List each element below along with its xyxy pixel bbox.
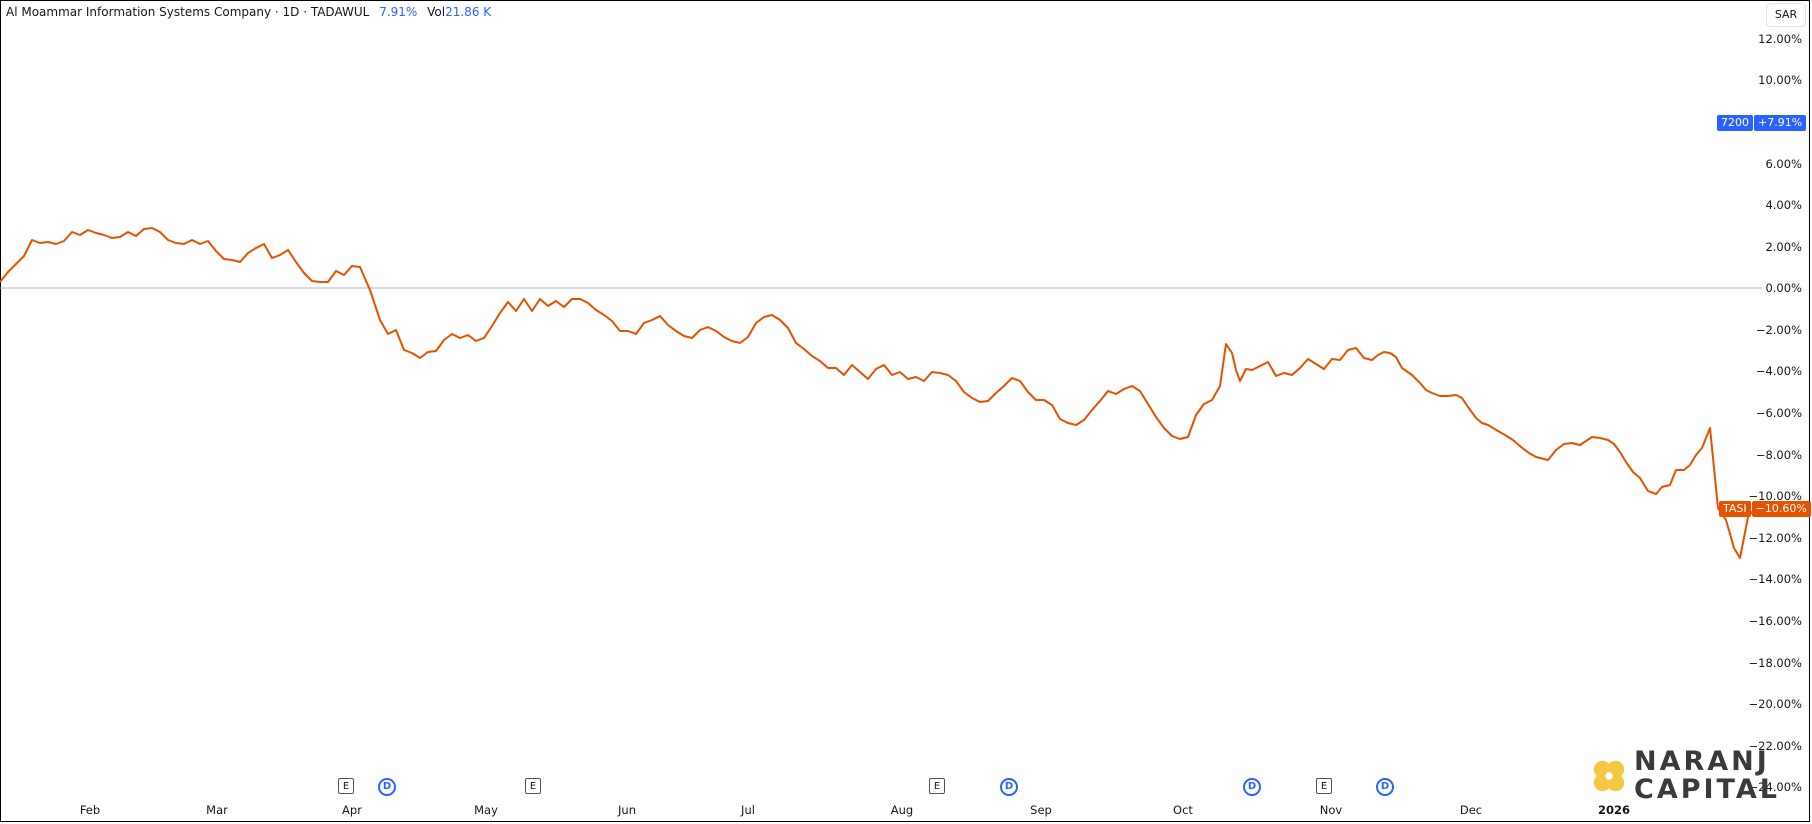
earnings-marker[interactable]: E <box>929 778 945 794</box>
dividend-marker[interactable]: D <box>1000 778 1018 796</box>
dividend-marker[interactable]: D <box>378 778 396 796</box>
x-tick: Apr <box>342 803 362 817</box>
naranj-capital-logo: NARANJ CAPITAL <box>1590 748 1780 804</box>
x-tick: Feb <box>79 803 101 817</box>
y-tick: −14.00% <box>1748 572 1803 586</box>
volume-value: 21.86 K <box>445 5 492 19</box>
y-tick: −8.00% <box>1755 448 1802 462</box>
y-tick: 6.00% <box>1765 157 1802 171</box>
y-tick: −4.00% <box>1755 364 1802 378</box>
y-tick: −12.00% <box>1748 531 1803 545</box>
index-change: −10.60% <box>1751 501 1811 517</box>
tasi-line <box>0 227 1759 559</box>
y-tick: 12.00% <box>1758 32 1802 46</box>
earnings-marker[interactable]: E <box>338 778 354 794</box>
x-tick: Sep <box>1030 803 1052 817</box>
chart-legend: Al Moammar Information Systems Company ·… <box>6 5 491 19</box>
y-tick: −6.00% <box>1755 406 1802 420</box>
dividend-marker[interactable]: D <box>1376 778 1394 796</box>
y-tick: −20.00% <box>1748 697 1803 711</box>
currency-button[interactable]: SAR <box>1766 3 1806 27</box>
y-tick: −22.00% <box>1748 739 1803 753</box>
index-price-tag: TASI −10.60% <box>1719 501 1811 517</box>
x-tick: Mar <box>206 803 228 817</box>
stock-symbol: 7200 <box>1717 115 1753 131</box>
dividend-marker[interactable]: D <box>1243 778 1261 796</box>
y-tick: −24.00% <box>1748 780 1803 794</box>
y-tick: 2.00% <box>1765 240 1802 254</box>
y-tick: −10.00% <box>1748 489 1803 503</box>
y-tick: −2.00% <box>1755 323 1802 337</box>
logo-line-1: NARANJ <box>1634 746 1770 777</box>
volume-label: Vol <box>427 5 446 19</box>
x-tick: 2026 <box>1597 803 1631 817</box>
y-tick: 0.00% <box>1765 281 1802 295</box>
x-tick: Oct <box>1173 803 1193 817</box>
y-tick: −16.00% <box>1748 614 1803 628</box>
index-symbol: TASI <box>1719 501 1751 517</box>
change-value: 7.91% <box>379 5 418 19</box>
x-tick: Nov <box>1319 803 1343 817</box>
earnings-marker[interactable]: E <box>525 778 541 794</box>
x-tick: Jun <box>618 803 636 817</box>
x-tick: May <box>474 803 498 817</box>
y-tick: 10.00% <box>1758 73 1802 87</box>
logo-line-2: CAPITAL <box>1634 774 1780 805</box>
x-tick: Aug <box>890 803 914 817</box>
stock-price-tag: 7200 +7.91% <box>1717 115 1807 131</box>
x-tick: Jul <box>741 803 755 817</box>
symbol-title: Al Moammar Information Systems Company ·… <box>6 5 370 19</box>
pinwheel-logo-icon <box>1593 760 1625 792</box>
earnings-marker[interactable]: E <box>1316 778 1332 794</box>
x-tick: Dec <box>1459 803 1483 817</box>
stock-change: +7.91% <box>1754 115 1807 131</box>
y-tick: 4.00% <box>1765 198 1802 212</box>
y-tick: −18.00% <box>1748 656 1803 670</box>
